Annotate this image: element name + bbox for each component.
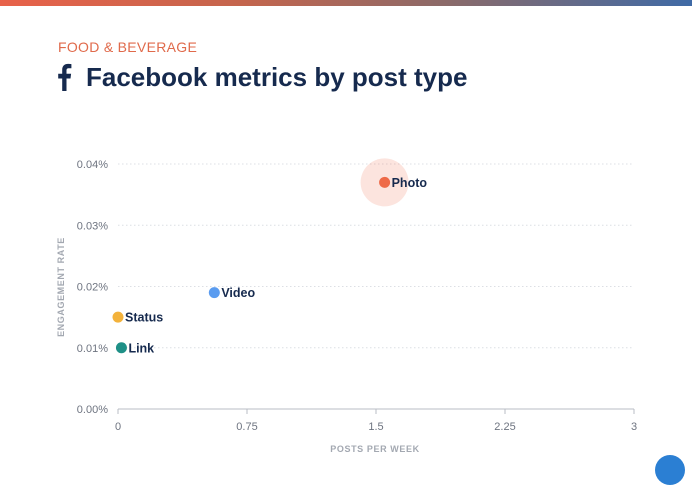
y-tick-label: 0.01% — [77, 343, 108, 355]
x-tick-label: 1.5 — [368, 421, 383, 433]
point-status — [112, 311, 124, 323]
y-tick-label: 0.04% — [77, 159, 108, 171]
x-tick-label: 0 — [115, 421, 121, 433]
x-tick-label: 3 — [631, 421, 637, 433]
chart-title: Facebook metrics by post type — [86, 61, 468, 92]
scatter-chart: 0.00% 0.01% 0.02% 0.03% 0.04% 0 0.75 1.5 2.25 3 PO… — [56, 158, 637, 454]
y-tick-label: 0.03% — [77, 220, 108, 232]
point-label-status: Status — [125, 311, 163, 325]
x-tick-label: 0.75 — [236, 421, 257, 433]
y-tick-label: 0.02% — [77, 282, 108, 294]
y-tick-label: 0.00% — [77, 404, 108, 416]
point-label-link: Link — [128, 341, 154, 355]
y-axis-title: ENGAGEMENT RATE — [56, 237, 66, 337]
point-label-video: Video — [221, 286, 255, 300]
top-gradient-bar — [0, 0, 692, 6]
point-video — [208, 287, 220, 299]
facebook-icon — [58, 63, 72, 91]
help-bubble-icon[interactable] — [655, 455, 685, 485]
category-label: FOOD & BEVERAGE — [58, 39, 198, 55]
x-tick-label: 2.25 — [494, 421, 515, 433]
point-photo — [379, 176, 391, 188]
title-row: Facebook metrics by post type — [56, 60, 467, 94]
point-link — [115, 342, 127, 354]
point-label-photo: Photo — [392, 176, 428, 190]
x-axis-title: POSTS PER WEEK — [330, 444, 419, 454]
